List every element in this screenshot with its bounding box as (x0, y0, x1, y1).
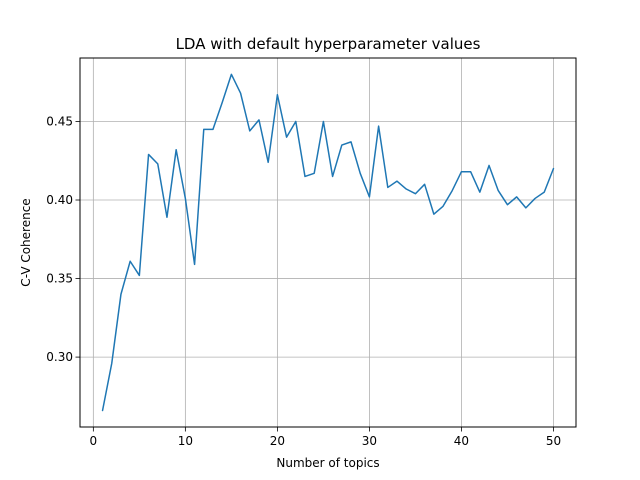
plot-frame (79, 57, 577, 428)
x-tick-label: 10 (178, 434, 193, 448)
y-axis-label: C-V Coherence (19, 198, 33, 286)
y-tick-label: 0.45 (46, 114, 73, 128)
x-tick-label: 0 (90, 434, 98, 448)
series-line (101, 73, 555, 412)
y-tick-label: 0.40 (46, 193, 73, 207)
axis-ticks: 0 10 20 30 40 50 0.30 0.35 0.40 0.45 (46, 114, 561, 448)
x-tick-label: 40 (454, 434, 469, 448)
x-tick-label: 20 (270, 434, 285, 448)
grid-lines (80, 58, 576, 427)
y-tick-label: 0.30 (46, 350, 73, 364)
y-tick-label: 0.35 (46, 272, 73, 286)
x-tick-label: 30 (362, 434, 377, 448)
x-axis-label: Number of topics (276, 456, 379, 470)
x-tick-label: 50 (546, 434, 561, 448)
chart-title: LDA with default hyperparameter values (176, 35, 481, 53)
